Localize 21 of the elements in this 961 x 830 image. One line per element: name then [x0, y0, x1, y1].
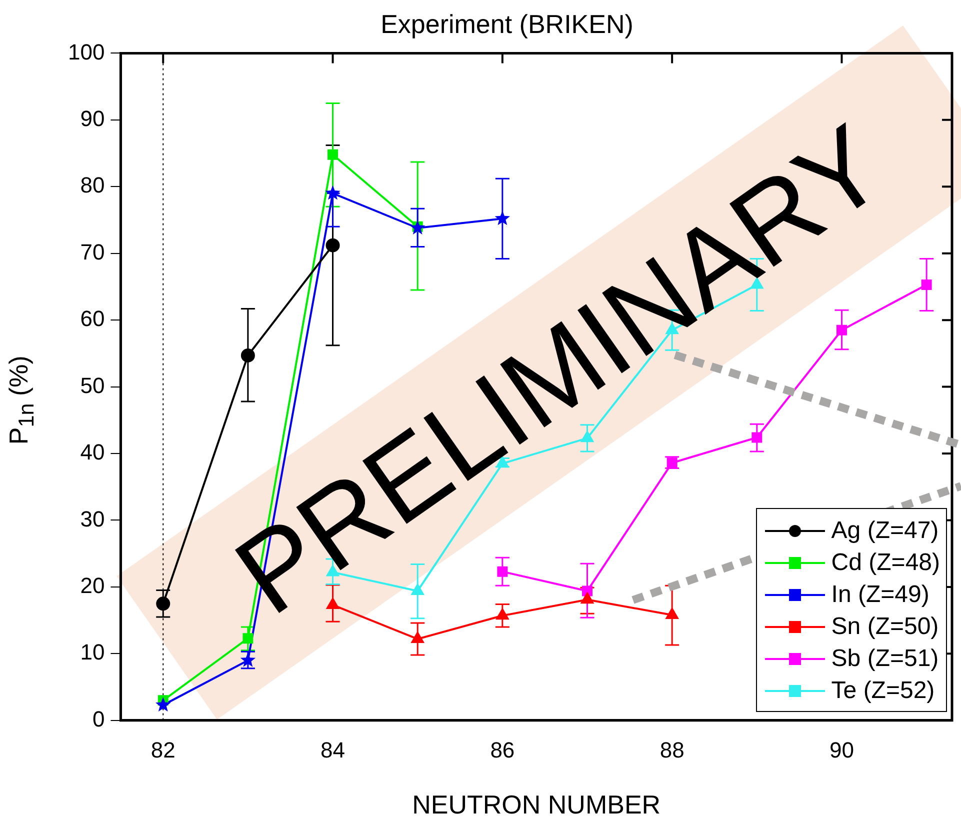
y-tick-label: 0 [92, 706, 105, 732]
x-tick-label: 90 [829, 738, 854, 763]
y-tick-label: 50 [80, 372, 105, 398]
x-tick-label: 86 [490, 738, 515, 763]
chart-title: Experiment (BRIKEN) [380, 8, 634, 39]
y-tick-label: 90 [80, 106, 105, 131]
y-tick-label: 100 [68, 39, 105, 64]
y-tick-label: 60 [80, 306, 105, 332]
y-tick-label: 80 [80, 172, 105, 198]
legend-label: Sb (Z=51) [831, 645, 939, 673]
y-tick-label: 20 [80, 573, 105, 598]
legend-label: Te (Z=52) [831, 677, 935, 705]
x-tick-label: 84 [320, 738, 346, 763]
legend-label: Sn (Z=50) [831, 613, 939, 641]
y-tick-label: 70 [80, 239, 105, 264]
y-tick-label: 30 [80, 506, 105, 532]
x-tick-label: 88 [660, 738, 684, 763]
x-tick-label: 82 [150, 738, 176, 763]
x-axis-title: NEUTRON NUMBER [412, 790, 661, 820]
y-tick-label: 40 [80, 440, 105, 465]
y-tick-label: 10 [80, 640, 105, 665]
